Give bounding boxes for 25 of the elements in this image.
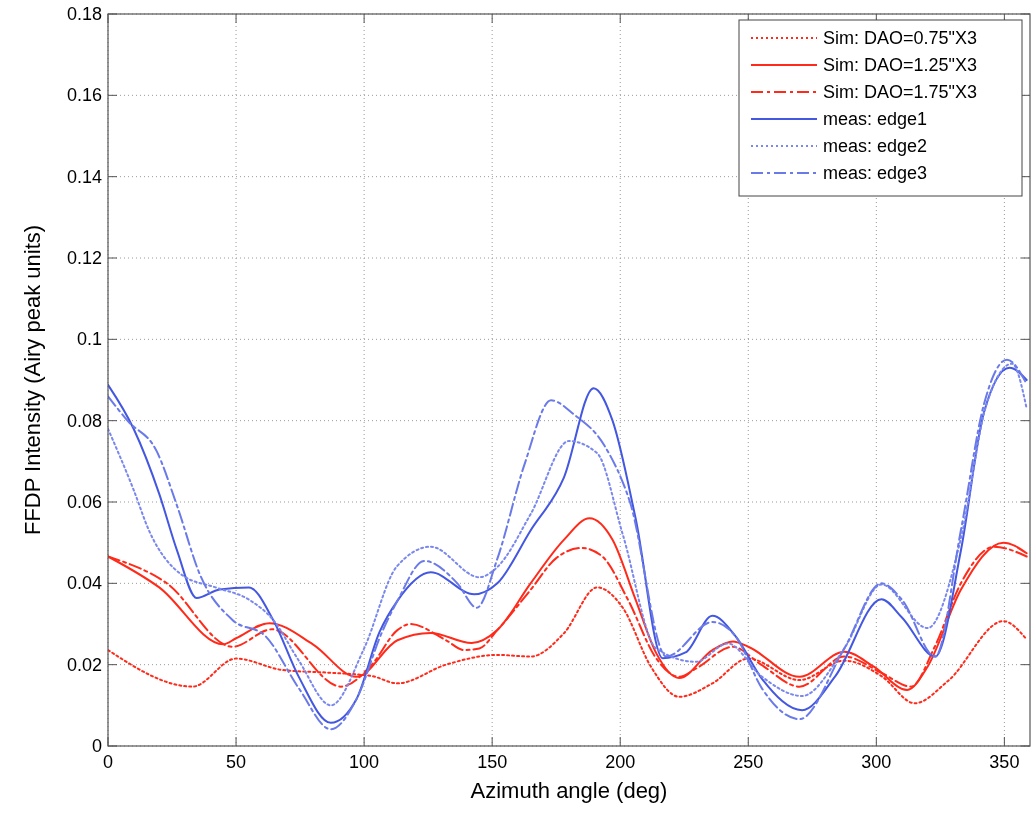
y-tick-label: 0.06 [66,492,102,512]
legend-label: Sim: DAO=1.25"X3 [823,55,977,75]
x-tick-label: 200 [605,752,636,772]
x-tick-label: 300 [861,752,892,772]
y-tick-label: 0.18 [66,4,102,24]
x-axis-title: Azimuth angle (deg) [470,778,668,803]
legend-label: meas: edge1 [823,109,928,129]
x-tick-label: 100 [349,752,380,772]
y-tick-label: 0.14 [66,166,102,187]
y-tick-label: 0.1 [76,329,102,350]
legend-label: meas: edge3 [823,163,928,183]
legend-label: Sim: DAO=1.75"X3 [823,82,977,102]
y-tick-label: 0.02 [66,654,102,675]
x-tick-label: 150 [477,752,508,772]
legend-label: Sim: DAO=0.75"X3 [823,28,977,48]
x-tick-label: 350 [989,752,1020,772]
legend-label: meas: edge2 [823,136,928,156]
x-tick-label: 250 [733,752,764,772]
y-tick-label: 0.08 [66,410,102,431]
y-tick-label: 0.12 [66,248,102,268]
x-tick-label: 50 [226,752,247,772]
y-tick-label: 0.04 [66,573,102,594]
y-tick-label: 0.16 [66,85,102,106]
y-tick-label: 0 [91,736,102,756]
y-axis-title: FFDP Intensity (Airy peak units) [20,224,45,536]
